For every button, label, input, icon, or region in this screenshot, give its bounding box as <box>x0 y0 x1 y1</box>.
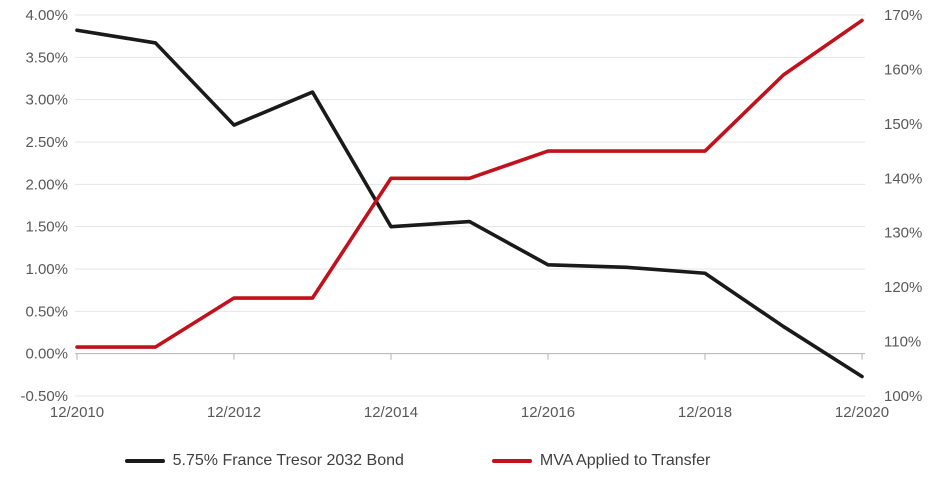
left-axis-tick-label: 0.00% <box>25 346 68 363</box>
left-axis-tick-label: 2.00% <box>25 176 68 193</box>
right-axis-tick-label: 120% <box>884 279 922 296</box>
left-axis-tick-label: 1.00% <box>25 261 68 278</box>
right-axis-tick-label: 110% <box>884 334 921 351</box>
left-axis-tick-label: 4.00% <box>25 7 68 24</box>
legend-item-bond: 5.75% France Tresor 2032 Bond <box>124 452 404 470</box>
right-axis-tick-label: 160% <box>884 61 922 78</box>
x-axis-tick-label: 12/2018 <box>678 404 732 421</box>
x-axis-tick-label: 12/2014 <box>364 404 418 421</box>
left-axis-tick-label: 1.50% <box>25 219 68 236</box>
x-axis-tick-label: 12/2010 <box>50 404 104 421</box>
mva-series-line <box>75 18 864 349</box>
bond-series-line <box>75 28 864 379</box>
left-axis-tick-label: 2.50% <box>25 134 68 151</box>
bond-series-swatch <box>124 459 165 463</box>
chart-legend: 5.75% France Tresor 2032 Bond MVA Applie… <box>0 452 887 470</box>
left-axis-tick-label: 0.50% <box>25 303 68 320</box>
right-axis-tick-label: 140% <box>884 170 922 187</box>
left-axis-tick-label: 3.00% <box>25 92 68 109</box>
mva-series-swatch <box>491 459 532 463</box>
right-axis-tick-label: 100% <box>884 388 922 405</box>
right-axis-tick-label: 170% <box>884 7 922 24</box>
left-axis-tick-label: -0.50% <box>20 388 68 405</box>
legend-item-mva: MVA Applied to Transfer <box>491 452 711 470</box>
right-axis-tick-label: 150% <box>884 116 922 133</box>
bond-series-label: 5.75% France Tresor 2032 Bond <box>172 452 404 469</box>
x-axis-tick-label: 12/2020 <box>835 404 889 421</box>
mva-series-label: MVA Applied to Transfer <box>539 452 711 469</box>
x-axis-tick-label: 12/2016 <box>521 404 575 421</box>
line-chart-svg: 4.00% 3.50% 3.00% 2.50% 2.00% 1.50% 1.00% 0.50%… <box>20 7 922 421</box>
left-axis-tick-label: 3.50% <box>25 49 68 66</box>
right-axis-tick-label: 130% <box>884 225 922 242</box>
x-axis-tick-label: 12/2012 <box>207 404 261 421</box>
